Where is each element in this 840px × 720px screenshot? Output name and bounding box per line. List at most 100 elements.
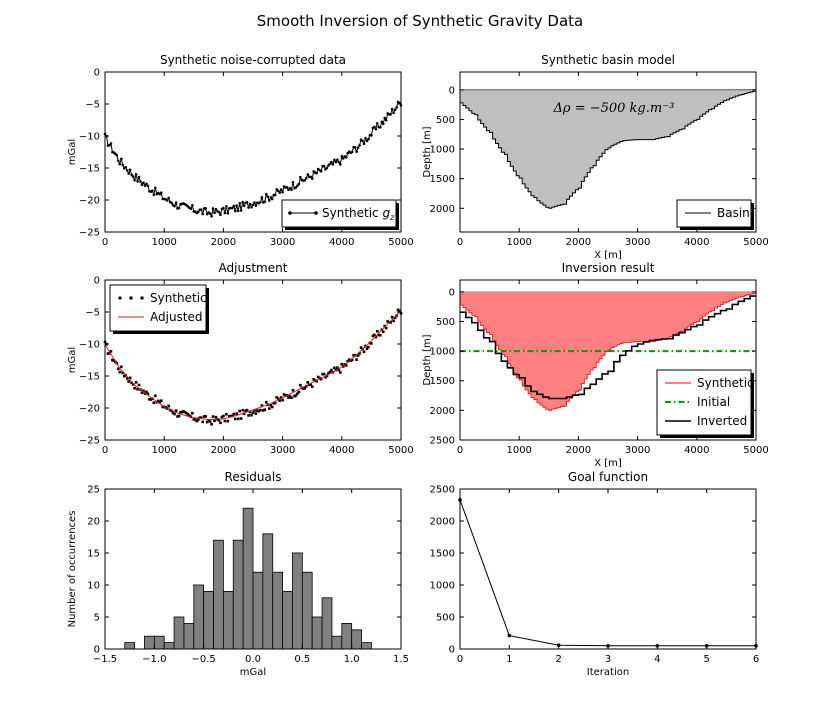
data-point (136, 179, 139, 183)
inversion-ytick-label: 2000 (430, 406, 455, 417)
basin-ylabel: Depth [m] (422, 126, 433, 177)
adjust-synthetic-point (193, 418, 197, 421)
basin-xtick-label: 2000 (566, 237, 591, 248)
adjust-synthetic-point (226, 419, 230, 423)
inversion-ytick-label: 1500 (430, 376, 455, 387)
adjust-synthetic-point (328, 370, 332, 374)
data-point (381, 122, 385, 126)
goal-ytick-label: 0 (449, 645, 455, 656)
adjust-synthetic-point (273, 401, 277, 405)
data-point (267, 199, 271, 202)
residuals-ytick-label: 5 (94, 613, 100, 624)
adjust-synthetic-point (309, 383, 313, 387)
data-point (336, 158, 339, 161)
adjust-synthetic-point (259, 408, 262, 412)
data-point (392, 111, 395, 115)
adjust-synthetic-point (330, 368, 333, 372)
data-point (263, 200, 267, 203)
adjust-synthetic-point (134, 381, 138, 384)
basin-legend: Basin (676, 199, 754, 230)
data-legend-label: Synthetic gz (322, 206, 395, 222)
adjust-synthetic-point (293, 394, 296, 398)
histogram-bar (361, 642, 372, 650)
adjust-synthetic-point (358, 352, 361, 355)
adjust-synthetic-point (322, 372, 326, 376)
data-point (247, 206, 250, 209)
adjust-synthetic-point (275, 396, 278, 399)
data-point (376, 121, 379, 125)
adjust-synthetic-point (210, 422, 213, 426)
adjust-synthetic-point (204, 415, 207, 418)
histogram-bar (183, 623, 195, 650)
goal-function-line (459, 499, 756, 647)
residuals-xtick-label: 0.5 (294, 654, 310, 665)
goal-plot-frame (459, 488, 757, 650)
data-point (395, 106, 398, 109)
adjust-synthetic-point (185, 411, 188, 415)
adjust-synthetic-point (191, 411, 194, 415)
goal-ytick-label: 1500 (430, 549, 455, 560)
inversion-ytick-label: 1000 (430, 347, 455, 358)
adjust-axes: 0 1000 2000 3000 4000 5000 0 −5 −10 −15 −20 −25 Adju… (67, 261, 414, 456)
inversion-title: Inversion result (562, 261, 655, 275)
adjust-synthetic-point (310, 385, 314, 388)
basin-ytick-label: 1500 (430, 174, 455, 185)
data-point (378, 125, 382, 129)
adjust-synthetic-point (214, 415, 218, 419)
adjust-synthetic-point (365, 347, 369, 351)
adjust-synthetic-point (111, 358, 114, 362)
data-point (334, 160, 338, 164)
data-xtick-label: 0 (102, 237, 108, 248)
histogram-bar (124, 642, 135, 650)
residuals-xtick-label: 1.5 (393, 654, 409, 665)
data-point (383, 116, 387, 120)
data-point (225, 204, 228, 208)
data-point (260, 196, 264, 199)
data-point (201, 212, 204, 216)
adjust-ylabel: mGal (67, 347, 78, 373)
basin-xtick-label: 3000 (625, 237, 650, 248)
adjust-synthetic-point (327, 372, 330, 375)
adjust-synthetic-point (186, 413, 190, 416)
adjust-synthetic-point (378, 333, 382, 337)
histogram-bar (163, 642, 175, 650)
data-point (362, 142, 366, 146)
data-point (109, 142, 113, 145)
inverted-line (460, 295, 756, 400)
adjust-plot-frame (104, 279, 402, 441)
data-point (393, 108, 397, 112)
adjust-synthetic-point (146, 392, 150, 396)
goal-xtick-label: 0 (457, 654, 463, 665)
data-point (361, 139, 364, 143)
adjust-synthetic-point (386, 320, 389, 323)
adjust-xtick-label: 1000 (151, 445, 176, 456)
data-point (159, 191, 163, 194)
adjust-synthetic-point (392, 319, 395, 323)
data-point (245, 200, 249, 204)
data-xtick-label: 2000 (211, 237, 236, 248)
basin-xtick-label: 4000 (684, 237, 709, 248)
data-point (204, 207, 207, 210)
adjust-synthetic-point (315, 379, 318, 383)
data-point (127, 172, 130, 175)
basin-xtick-label: 1000 (506, 237, 531, 248)
data-point (226, 211, 230, 215)
adjust-synthetic-point (188, 414, 191, 417)
histogram-bar (252, 571, 264, 650)
data-point (350, 150, 354, 154)
data-point (279, 188, 283, 191)
goal-axes: 0 1 2 3 4 5 6 0 500 1000 1500 2000 2500 Goal function… (430, 470, 760, 678)
goal-xlabel: Iteration (587, 667, 629, 678)
adjust-synthetic-point (128, 376, 132, 380)
data-point (222, 206, 225, 210)
adjust-synthetic-point (356, 354, 360, 357)
inversion-xlabel: X [m] (594, 458, 622, 469)
adjust-synthetic-point (173, 412, 176, 416)
adjust-synthetic-point (125, 377, 129, 380)
basin-xtick-label: 0 (457, 237, 463, 248)
basin-title: Synthetic basin model (541, 53, 675, 67)
adjust-synthetic-point (250, 413, 253, 417)
residuals-ytick-label: 20 (87, 517, 100, 528)
data-point (373, 125, 376, 129)
data-point (124, 165, 128, 169)
